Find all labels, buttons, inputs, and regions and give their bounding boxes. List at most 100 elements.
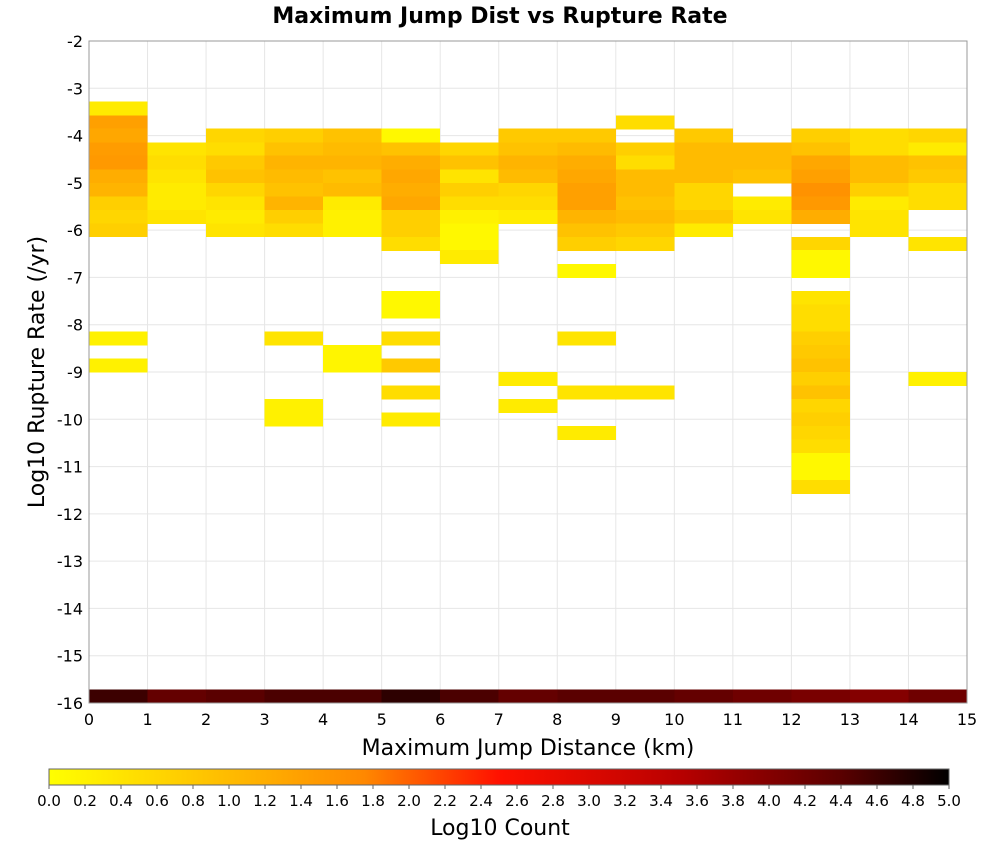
colorbar-tick-label: 4.8	[901, 792, 925, 810]
heatmap-cell	[381, 128, 441, 143]
heatmap-cell	[89, 115, 148, 130]
x-tick-label: 5	[377, 710, 387, 729]
heatmap-cell	[674, 223, 733, 238]
heatmap-cell	[381, 385, 441, 400]
heatmap-cell	[732, 169, 792, 184]
colorbar-tick-label: 3.0	[577, 792, 601, 810]
x-tick-label: 14	[898, 710, 918, 729]
heatmap-cell	[908, 155, 967, 170]
heatmap-cell	[498, 155, 558, 170]
heatmap-cell	[615, 210, 675, 224]
heatmap-cell	[381, 304, 441, 319]
heatmap-cell	[440, 210, 499, 224]
heatmap-cell	[206, 128, 265, 143]
heatmap-cell	[791, 480, 850, 494]
heatmap-cell	[849, 196, 909, 211]
colorbar-tick-label: 1.8	[361, 792, 385, 810]
heatmap-cell	[498, 210, 558, 224]
heatmap-cell	[264, 331, 324, 346]
colorbar-tick-label: 0.8	[181, 792, 205, 810]
heatmap-cell	[791, 210, 850, 224]
heatmap-cell	[206, 210, 265, 224]
colorbar-tick-label: 0.2	[73, 792, 97, 810]
heatmap-cell	[147, 169, 207, 184]
x-tick-label: 13	[840, 710, 860, 729]
heatmap-cell	[323, 155, 382, 170]
heatmap-cell	[89, 196, 148, 211]
heatmap-cell	[791, 689, 850, 704]
heatmap-cell	[557, 142, 616, 157]
x-tick-label: 0	[84, 710, 94, 729]
heatmap-cell	[908, 196, 967, 211]
colorbar	[48, 768, 950, 786]
heatmap-cell	[323, 223, 382, 238]
heatmap-cell	[791, 128, 850, 143]
heatmap-cell	[615, 169, 675, 184]
heatmap-cell	[323, 142, 382, 157]
y-tick-label: -15	[57, 647, 83, 666]
heatmap-cell	[908, 372, 967, 387]
colorbar-tick-label: 2.2	[433, 792, 457, 810]
heatmap-cell	[206, 169, 265, 184]
heatmap-cell	[440, 142, 499, 157]
heatmap-cell	[89, 183, 148, 197]
y-tick-label: -10	[57, 410, 83, 429]
heatmap-cell	[323, 128, 382, 143]
y-tick-label: -6	[67, 221, 83, 240]
x-tick-label: 8	[552, 710, 562, 729]
heatmap-cell	[264, 399, 324, 414]
heatmap-cell	[440, 223, 499, 238]
heatmap-cell	[381, 196, 441, 211]
y-tick-label: -12	[57, 505, 83, 524]
heatmap-cell	[440, 236, 499, 251]
x-tick-label: 4	[318, 710, 328, 729]
heatmap-cell	[440, 183, 499, 197]
heatmap-cell	[264, 183, 324, 197]
colorbar-tick-label: 4.6	[865, 792, 889, 810]
heatmap-cell	[732, 689, 792, 704]
heatmap-cell	[381, 358, 441, 373]
heatmap-cell	[264, 223, 324, 238]
y-tick-label: -3	[67, 79, 83, 98]
heatmap-cell	[89, 101, 148, 116]
heatmap-cell	[89, 223, 148, 238]
heatmap-cell	[89, 169, 148, 184]
y-tick-label: -7	[67, 268, 83, 287]
heatmap-cell	[381, 169, 441, 184]
heatmap-cell	[908, 183, 967, 197]
heatmap-cell	[206, 183, 265, 197]
heatmap-cell	[89, 689, 148, 704]
heatmap-cell	[323, 358, 382, 373]
colorbar-tick-label: 2.4	[469, 792, 493, 810]
heatmap-cell	[615, 142, 675, 157]
heatmap-cell	[557, 223, 616, 238]
heatmap-cell	[206, 223, 265, 238]
heatmap-cell	[557, 426, 616, 441]
heatmap-cell	[674, 196, 733, 211]
heatmap-cell	[498, 196, 558, 211]
heatmap-cell	[615, 115, 675, 130]
heatmap-cell	[674, 142, 733, 157]
x-tick-labels: 0 1 2 3 4 5 6 7 8 9 10 11 12 13 14 15	[84, 710, 977, 729]
heatmap-cell	[381, 210, 441, 224]
heatmap-cell	[674, 169, 733, 184]
heatmap-cell	[264, 142, 324, 157]
colorbar-tick-label: 0.4	[109, 792, 133, 810]
heatmap-cell	[791, 290, 850, 305]
colorbar-tick-label: 1.2	[253, 792, 277, 810]
heatmap-cell	[557, 236, 616, 251]
heatmap-cell	[557, 183, 616, 197]
heatmap-cell	[732, 155, 792, 170]
heatmap-cell	[498, 689, 558, 704]
colorbar-tick-label: 1.4	[289, 792, 313, 810]
colorbar-tick-label: 0.6	[145, 792, 169, 810]
heatmap-cell	[849, 142, 909, 157]
heatmap-cell	[791, 399, 850, 414]
heatmap-cell	[615, 236, 675, 251]
heatmap-cell	[908, 169, 967, 184]
heatmap-cell	[206, 689, 265, 704]
heatmap-cell	[147, 196, 207, 211]
heatmap-cell	[557, 385, 616, 400]
heatmap-cell	[323, 169, 382, 184]
